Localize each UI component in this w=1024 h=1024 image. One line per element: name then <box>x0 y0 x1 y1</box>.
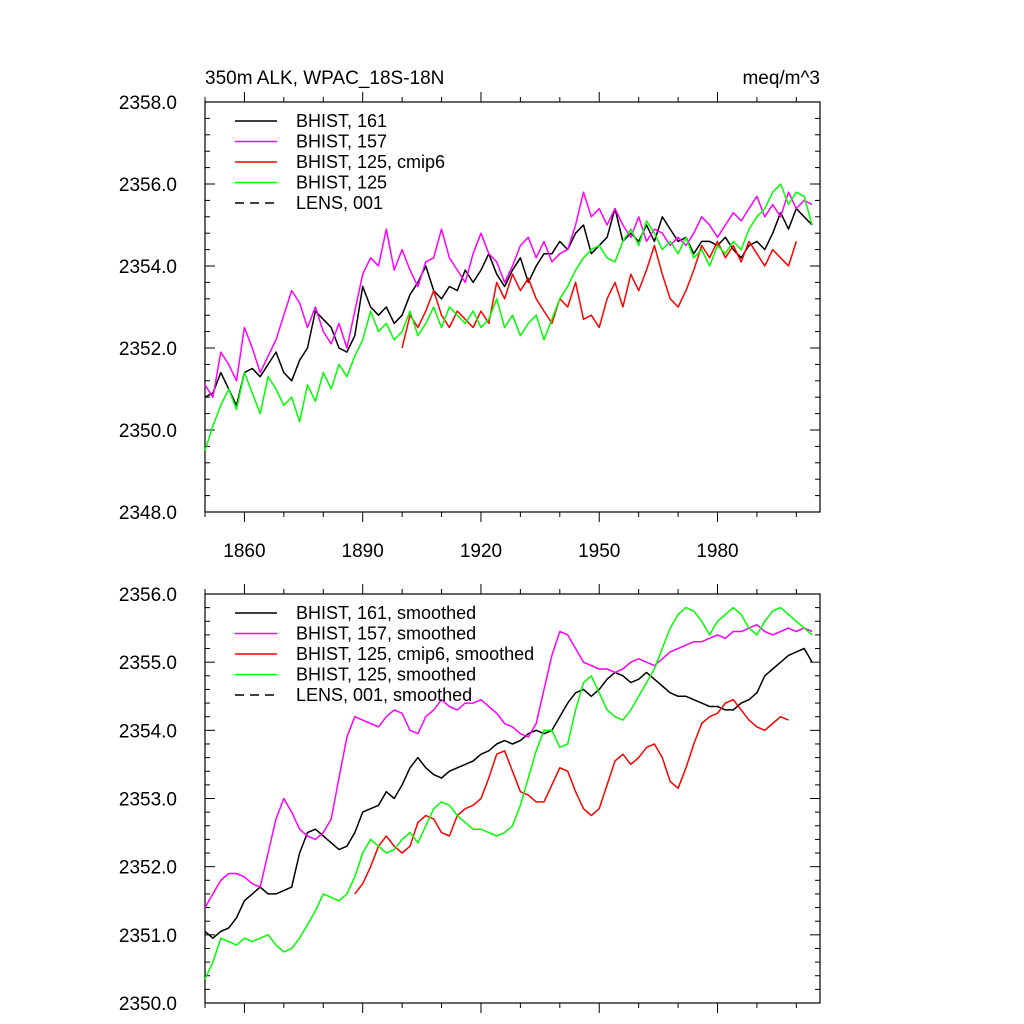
legend-label: BHIST, 161, smoothed <box>296 603 476 623</box>
legend-label: LENS, 001 <box>296 193 383 213</box>
legend-label: LENS, 001, smoothed <box>296 685 472 705</box>
series-line-0 <box>204 207 813 407</box>
legend-label: BHIST, 125 <box>296 173 387 193</box>
legend-label: BHIST, 125, smoothed <box>296 665 476 685</box>
bottom-panel: 2350.0 2351.0 2352.0 2353.0 2354.0 2355.0 2356… <box>119 584 821 1015</box>
y-tick-label: 2358.0 <box>119 93 177 114</box>
y-tick-label: 2354.0 <box>119 721 177 742</box>
series-line-3 <box>204 606 813 980</box>
x-tick-label: 1860 <box>223 541 265 562</box>
series-line-2 <box>354 698 789 895</box>
legend-label: BHIST, 161 <box>296 111 387 131</box>
y-tick-label: 2355.0 <box>119 653 177 674</box>
y-tick-label: 2352.0 <box>119 858 177 879</box>
legend-label: BHIST, 157, smoothed <box>296 624 476 644</box>
y-tick-label: 2348.0 <box>119 503 177 524</box>
x-tick-label: 1950 <box>578 541 620 562</box>
legend-label: BHIST, 125, cmip6, smoothed <box>296 644 534 664</box>
y-tick-label: 2350.0 <box>119 421 177 442</box>
top-panel: 350m ALK, WPAC_18S-18N meq/m^3 2348.0 235… <box>119 68 821 562</box>
x-tick-label: 1980 <box>696 541 738 562</box>
y-tick-label: 2351.0 <box>119 926 177 947</box>
top-panel-title: 350m ALK, WPAC_18S-18N <box>205 68 444 89</box>
x-tick-label: 1920 <box>460 541 502 562</box>
legend-label: BHIST, 125, cmip6 <box>296 152 445 172</box>
series-line-2 <box>401 240 798 349</box>
series-line-3 <box>204 183 813 451</box>
series-line-1 <box>204 191 813 398</box>
y-tick-label: 2350.0 <box>119 994 177 1015</box>
x-tick-label: 1890 <box>342 541 384 562</box>
y-tick-label: 2353.0 <box>119 790 177 811</box>
legend-label: BHIST, 157 <box>296 132 387 152</box>
top-panel-units: meq/m^3 <box>742 68 820 89</box>
plot-frame <box>204 101 821 513</box>
y-tick-label: 2354.0 <box>119 257 177 278</box>
series-line-1 <box>204 623 813 908</box>
y-tick-label: 2356.0 <box>119 585 177 606</box>
y-tick-label: 2352.0 <box>119 339 177 360</box>
y-tick-label: 2356.0 <box>119 175 177 196</box>
series-line-0 <box>204 647 813 939</box>
